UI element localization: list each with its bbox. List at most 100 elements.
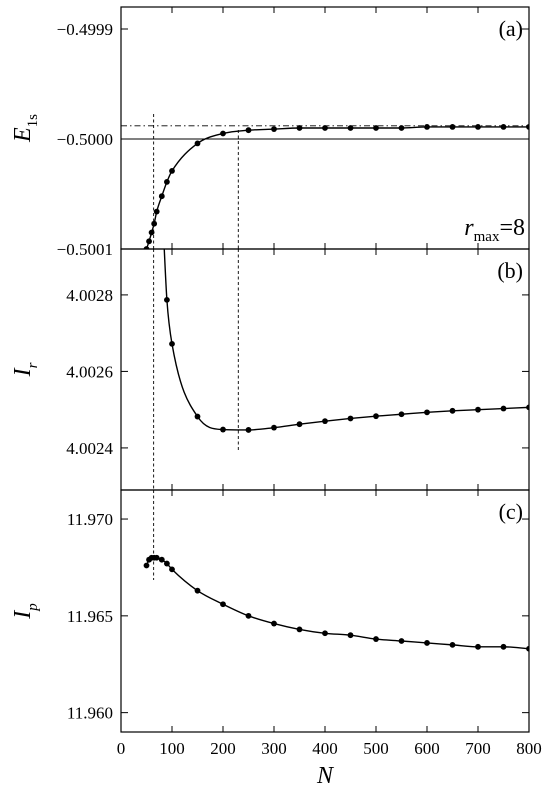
data-point: [271, 620, 277, 627]
y-tick-label: 4.0024: [66, 439, 113, 458]
panel-a: −0.4999 −0.5000 −0.5001 (a) E1s rmax=8: [10, 6, 530, 259]
x-tick-label: 700: [465, 739, 491, 758]
data-point: [220, 601, 226, 608]
data-point: [153, 554, 160, 561]
data-point: [296, 125, 303, 131]
y-tick-label: 11.960: [67, 704, 113, 723]
panel-tag: (b): [497, 258, 523, 283]
data-point: [347, 415, 354, 422]
data-point: [398, 125, 405, 131]
y-axis-title: E1s: [10, 114, 41, 143]
data-point: [153, 208, 160, 215]
x-axis-title: N: [316, 763, 335, 789]
data-point: [500, 405, 507, 412]
data-point: [220, 130, 226, 137]
y-axis-symbol: E: [10, 127, 36, 143]
y-tick-label: 4.0028: [66, 286, 113, 305]
y-axis-subscript: 1s: [25, 114, 41, 128]
data-point: [245, 127, 252, 134]
data-point: [398, 638, 405, 644]
data-point: [169, 340, 175, 347]
data-point: [449, 641, 456, 648]
data-point: [169, 168, 175, 174]
annotation-rmax: rmax=8: [464, 215, 525, 245]
data-point: [347, 632, 354, 639]
y-axis-symbol: I: [10, 367, 36, 377]
x-tick-label: 600: [414, 739, 440, 758]
data-point: [151, 220, 158, 227]
series-line: [145, 557, 529, 650]
x-tick-label: 0: [117, 739, 126, 758]
data-point: [271, 424, 277, 431]
series-line: [145, 126, 529, 249]
data-point: [424, 409, 430, 416]
data-point: [146, 238, 152, 245]
y-tick-label: −0.5001: [57, 240, 113, 259]
panel-c: 11.970 11.965 11.960 (c) Ip: [10, 489, 530, 733]
x-tick-label: 800: [516, 739, 542, 758]
series-line: [163, 249, 529, 431]
y-tick-label: −0.4999: [57, 20, 113, 39]
x-tick-label: 100: [159, 739, 185, 758]
x-tick-label: 200: [210, 739, 236, 758]
data-point: [424, 640, 430, 646]
data-point: [164, 296, 170, 303]
panel-tag: (a): [499, 16, 523, 41]
data-point: [526, 645, 529, 652]
data-point: [158, 556, 165, 563]
shared-x-axis: 0 100 200 300 400 500 600 700 800 N: [117, 739, 542, 789]
panel-frame: [120, 248, 530, 491]
data-point: [526, 404, 529, 411]
panel-tag: (c): [499, 499, 523, 524]
data-point: [449, 124, 456, 130]
y-tick-label: −0.5000: [57, 130, 113, 149]
data-point: [296, 421, 303, 428]
data-point: [322, 418, 328, 425]
data-point: [164, 179, 170, 185]
data-point: [347, 125, 354, 131]
data-point: [271, 126, 277, 132]
annotation-var: r: [464, 215, 474, 241]
data-point: [526, 124, 529, 130]
data-point: [143, 246, 150, 249]
y-axis-subscript: r: [25, 362, 41, 368]
data-point: [245, 612, 252, 619]
data-point: [158, 193, 165, 200]
annotation-sub: max: [474, 229, 500, 245]
y-axis-title: Ip: [10, 603, 41, 620]
data-point: [194, 413, 201, 420]
data-point: [164, 560, 170, 567]
data-point: [475, 643, 481, 650]
data-point: [500, 643, 507, 650]
x-tick-label: 400: [312, 739, 338, 758]
data-point: [194, 587, 201, 594]
panel-frame: [120, 489, 530, 733]
data-point: [475, 124, 481, 130]
data-point: [220, 426, 226, 433]
data-point: [449, 407, 456, 414]
data-point: [169, 566, 175, 573]
data-point: [296, 626, 303, 633]
y-axis-title: Ir: [10, 362, 41, 377]
data-point: [373, 636, 379, 642]
y-tick-label: 4.0026: [66, 362, 113, 381]
panel-b: 4.0028 4.0026 4.0024 (b) Ir: [10, 248, 530, 491]
y-axis-subscript: p: [25, 603, 41, 612]
y-axis-symbol: I: [10, 610, 36, 620]
data-point: [322, 630, 328, 637]
y-tick-label: 11.965: [67, 607, 113, 626]
data-point: [373, 413, 379, 420]
data-point: [194, 140, 201, 147]
data-point: [373, 125, 379, 131]
x-tick-label: 500: [363, 739, 389, 758]
y-tick-label: 11.970: [67, 510, 113, 529]
data-point: [148, 229, 155, 236]
data-point: [143, 562, 150, 569]
data-point: [245, 427, 252, 433]
data-point: [322, 125, 328, 131]
data-point: [424, 124, 430, 130]
data-point: [398, 411, 405, 418]
x-tick-label: 300: [261, 739, 287, 758]
data-point: [500, 124, 507, 130]
